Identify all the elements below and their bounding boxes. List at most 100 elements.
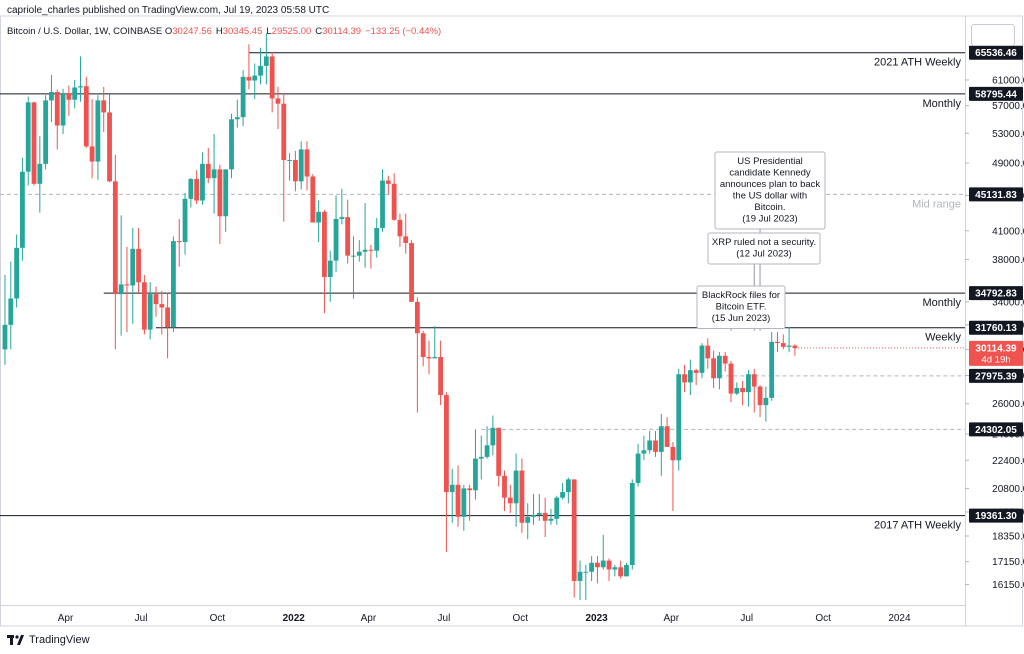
candle-body <box>72 87 78 100</box>
candle-body <box>356 251 362 256</box>
candle-body <box>409 243 414 302</box>
candle-body <box>554 497 560 519</box>
candle-body <box>531 514 536 517</box>
level-price-tag <box>969 422 1023 437</box>
candle-body <box>740 387 746 393</box>
chart-settings-button[interactable] <box>971 24 1015 46</box>
candle-body <box>635 453 641 483</box>
candle-body <box>194 178 200 201</box>
publisher-line: capriole_charles published on TradingVie… <box>7 5 330 16</box>
candle-body <box>414 301 420 334</box>
ohlc-values: O30247.56 H30345.45 L29525.00 C30114.39 −133… <box>165 26 445 37</box>
candle-body <box>455 484 461 517</box>
candle-body <box>705 345 711 359</box>
level-price-label: 65536.46 <box>975 48 1017 59</box>
candle-body <box>95 100 101 162</box>
candle-body <box>234 117 240 120</box>
ohlc-key: H <box>215 26 223 37</box>
candle-body <box>385 180 391 184</box>
candle-body <box>176 241 182 243</box>
candle-body <box>316 211 322 223</box>
candle-body <box>687 370 693 383</box>
candle-body <box>49 91 54 101</box>
x-tick-label: Oct <box>210 613 226 624</box>
candle-body <box>676 374 682 461</box>
x-tick-label: Apr <box>361 613 377 624</box>
candle-body <box>351 255 356 257</box>
candle-body <box>281 103 287 161</box>
candle-body <box>298 149 304 182</box>
candle-body <box>14 247 19 299</box>
ohlc-key: L <box>266 26 272 37</box>
candle-body <box>728 363 734 394</box>
ohlc-value: 29525.00 <box>271 26 312 37</box>
candle-body <box>484 445 490 457</box>
candle-body <box>641 450 647 454</box>
candle-body <box>560 492 565 498</box>
candle-body <box>670 446 676 461</box>
candle-body <box>624 565 629 577</box>
candle-body <box>368 249 374 251</box>
y-tick-label: 49000.00 <box>992 159 1024 170</box>
level-price-label: 58795.44 <box>975 89 1017 100</box>
candle-body <box>571 479 577 581</box>
candle-body <box>83 86 89 147</box>
annotation-text: Bitcoin ETF. <box>716 302 767 313</box>
candle-body <box>693 370 699 373</box>
symbol-line: Bitcoin / U.S. Dollar, 1W, COINBASE O302… <box>7 26 445 37</box>
level-price-label: 24302.05 <box>975 425 1017 436</box>
candle-body <box>565 479 571 493</box>
annotation-text: announces plan to back <box>720 179 821 190</box>
candle-body <box>43 100 49 164</box>
candle-body <box>496 427 502 476</box>
candle-body <box>467 488 473 491</box>
candle-body <box>380 180 385 229</box>
candle-body <box>786 345 792 347</box>
candle-body <box>327 260 333 277</box>
y-tick-label: 20800.00 <box>992 484 1024 495</box>
candle-body <box>229 119 234 170</box>
candle-body <box>542 512 548 521</box>
annotation-text: US Presidential <box>737 156 802 167</box>
candle-body <box>647 440 653 451</box>
candle-body <box>205 163 211 179</box>
ohlc-value: 30247.56 <box>172 26 212 37</box>
tradingview-logo-icon <box>7 635 24 645</box>
candle-body <box>124 284 130 286</box>
candle-body <box>141 282 147 330</box>
ohlc-key: C <box>315 26 323 37</box>
candle-body <box>449 484 455 493</box>
candle-body <box>420 333 426 358</box>
candle-body <box>734 387 740 394</box>
x-tick-label: Oct <box>815 613 831 624</box>
candle-body <box>211 169 217 179</box>
candle-body <box>54 91 60 126</box>
candle-body <box>722 355 728 364</box>
candle-body <box>287 160 292 162</box>
candle-body <box>217 169 223 217</box>
candle-body <box>118 284 124 295</box>
annotation-box <box>714 151 826 230</box>
level-price-tag <box>969 368 1023 383</box>
candle-body <box>403 236 409 244</box>
candle-body <box>258 65 263 76</box>
candle-body <box>101 100 107 113</box>
candle-body <box>589 562 595 572</box>
candle-body <box>432 357 438 359</box>
candle-body <box>536 512 542 515</box>
candle-body <box>252 75 258 81</box>
candle-body <box>153 294 159 305</box>
candle-body <box>223 169 229 217</box>
annotation-text: (12 Jul 2023) <box>736 249 791 260</box>
candle-body <box>525 516 531 523</box>
candle-body <box>711 358 716 379</box>
level-caption: Monthly <box>922 98 961 110</box>
candle-body <box>112 181 118 295</box>
y-tick-label: 18350.00 <box>992 531 1024 542</box>
candle-body <box>600 560 606 568</box>
level-price-tag <box>969 286 1023 301</box>
ohlc-value: 30114.39 <box>322 26 362 37</box>
candle-body <box>147 294 153 330</box>
level-price-label: 19361.30 <box>975 511 1017 522</box>
